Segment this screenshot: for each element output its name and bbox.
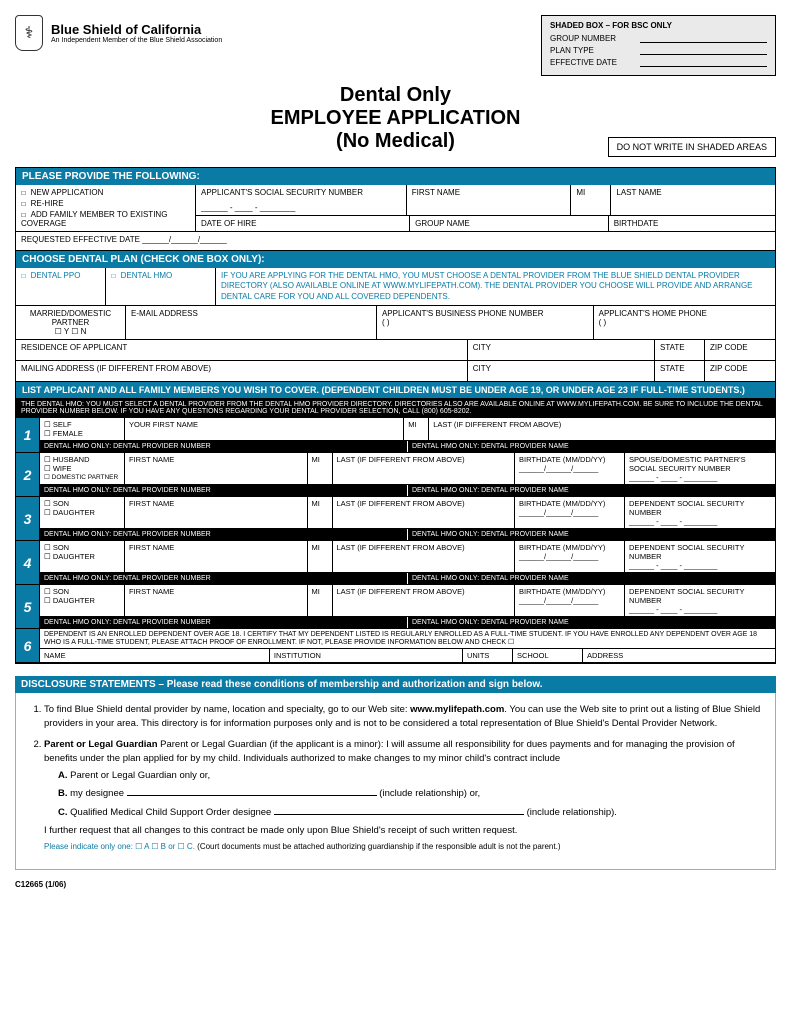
first-name-label[interactable]: FIRST NAME — [407, 185, 572, 215]
mi-label[interactable]: MI — [571, 185, 611, 215]
section2-header: CHOOSE DENTAL PLAN (CHECK ONE BOX ONLY): — [16, 251, 775, 268]
no-write-note: DO NOT WRITE IN SHADED AREAS — [608, 137, 776, 157]
requested-date[interactable]: REQUESTED EFFECTIVE DATE ______/______/_… — [16, 232, 775, 250]
mailing-label[interactable]: MAILING ADDRESS (IF DIFFERENT FROM ABOVE… — [16, 361, 468, 381]
hmo-checkbox[interactable]: ☐ DENTAL HMO — [106, 268, 216, 305]
last-name-label[interactable]: LAST NAME — [611, 185, 775, 215]
group-name-label[interactable]: GROUP NAME — [410, 216, 609, 231]
rehire-checkbox[interactable]: ☐ RE-HIRE — [21, 199, 190, 208]
married-yn[interactable]: ☐ Y ☐ N — [21, 327, 120, 336]
dark-instruction: THE DENTAL HMO: YOU MUST SELECT A DENTAL… — [16, 398, 775, 418]
new-app-checkbox[interactable]: ☐ NEW APPLICATION — [21, 188, 190, 197]
birthdate-label[interactable]: BIRTHDATE — [609, 216, 775, 231]
home-phone-label: APPLICANT'S HOME PHONE — [599, 309, 770, 318]
plan-type-label: PLAN TYPE — [550, 46, 640, 55]
org-sub: An Independent Member of the Blue Shield… — [51, 37, 222, 44]
email-label[interactable]: E-MAIL ADDRESS — [126, 306, 377, 339]
married-label: MARRIED/DOMESTIC PARTNER — [21, 309, 120, 327]
logo-block: ⚕ Blue Shield of California An Independe… — [15, 15, 222, 51]
group-number-label: GROUP NUMBER — [550, 34, 640, 43]
self-checkbox[interactable]: ☐ SELF — [44, 420, 120, 429]
row-1-num: 1 — [16, 418, 40, 452]
section1-header: PLEASE PROVIDE THE FOLLOWING: — [16, 168, 775, 185]
form-number: C12665 (1/06) — [15, 880, 776, 889]
disclosure-header: DISCLOSURE STATEMENTS – Please read thes… — [15, 676, 776, 693]
business-phone-label: APPLICANT'S BUSINESS PHONE NUMBER — [382, 309, 588, 318]
hire-date-label[interactable]: DATE OF HIRE — [196, 216, 410, 231]
section3-header: LIST APPLICANT AND ALL FAMILY MEMBERS YO… — [16, 382, 775, 398]
indicate-options[interactable]: Please indicate only one: ☐ A ☐ B or ☐ C… — [44, 842, 763, 852]
effective-date-label: EFFECTIVE DATE — [550, 58, 640, 67]
shaded-box: SHADED BOX – FOR BSC ONLY GROUP NUMBER P… — [541, 15, 776, 76]
shaded-header: SHADED BOX – FOR BSC ONLY — [550, 21, 767, 30]
residence-label[interactable]: RESIDENCE OF APPLICANT — [16, 340, 468, 360]
row-2-num: 2 — [16, 453, 40, 496]
ppo-checkbox[interactable]: ☐ DENTAL PPO — [16, 268, 106, 305]
row-6-num: 6 — [16, 629, 40, 662]
shield-icon: ⚕ — [15, 15, 43, 51]
ssn-label: APPLICANT'S SOCIAL SECURITY NUMBER — [201, 188, 401, 197]
add-family-checkbox[interactable]: ☐ ADD FAMILY MEMBER TO EXISTING COVERAGE — [21, 210, 190, 228]
org-name: Blue Shield of California — [51, 22, 222, 37]
hmo-note: IF YOU ARE APPLYING FOR THE DENTAL HMO, … — [216, 268, 775, 305]
disclosure-body: To find Blue Shield dental provider by n… — [15, 693, 776, 869]
female-checkbox[interactable]: ☐ FEMALE — [44, 429, 120, 438]
